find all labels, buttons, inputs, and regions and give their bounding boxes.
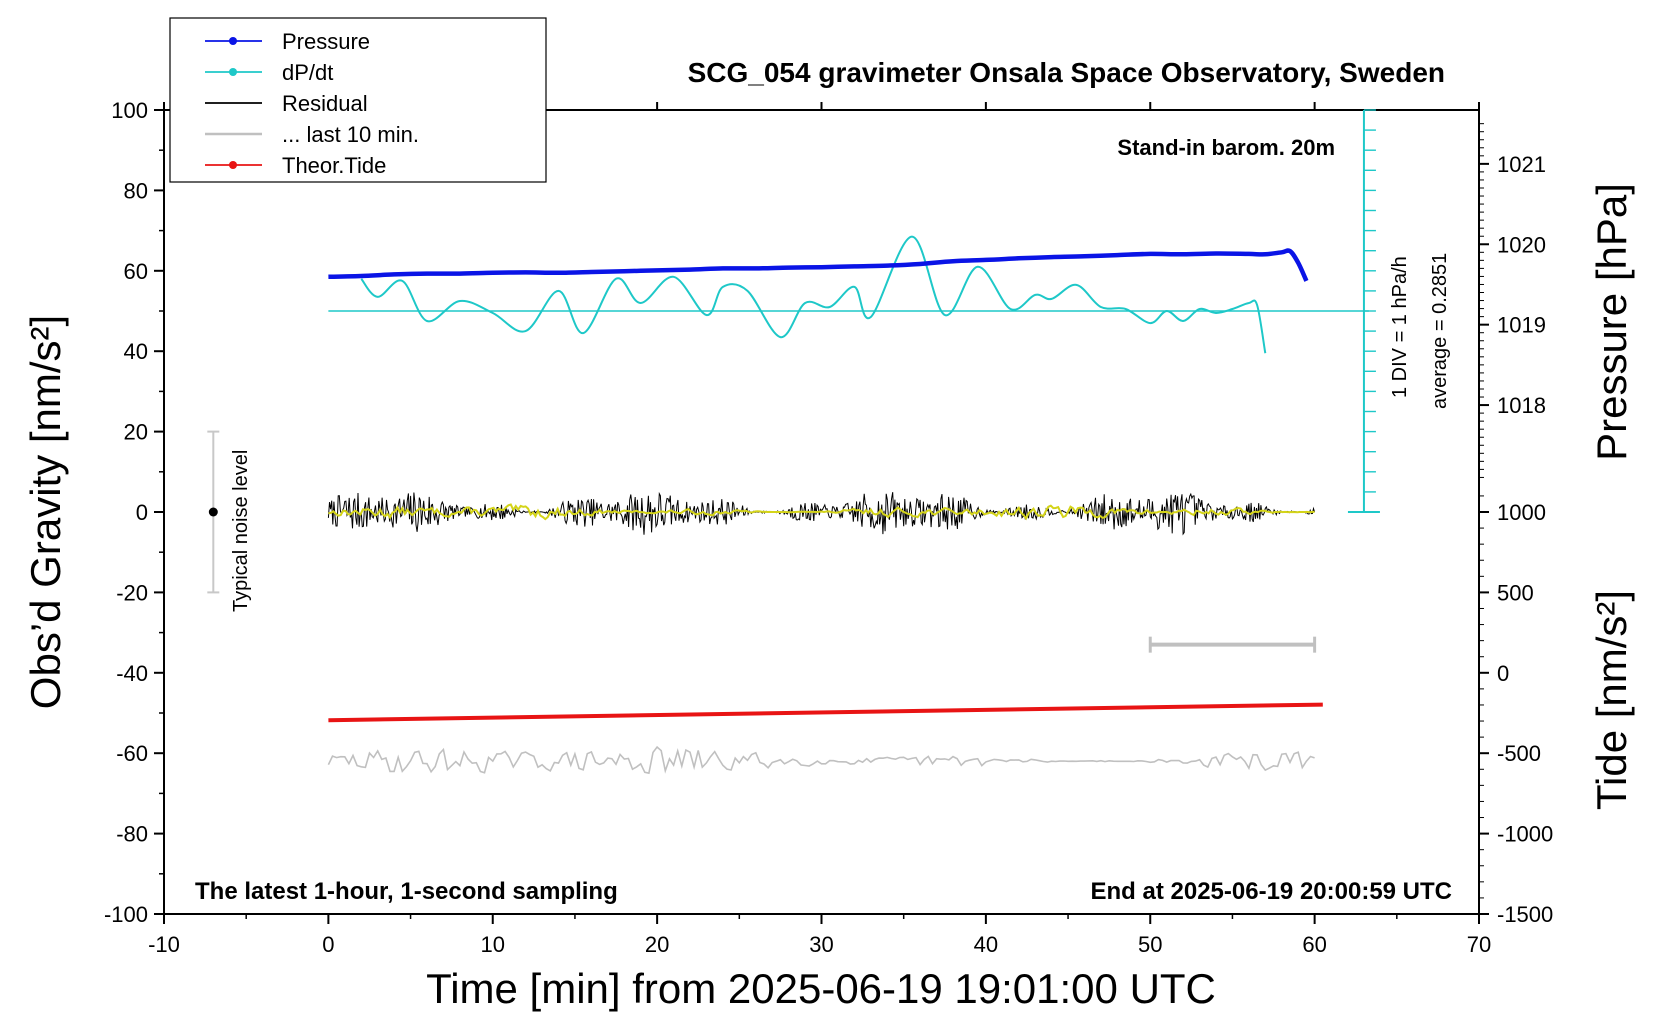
decoration-layer (207, 109, 1380, 653)
legend-swatch-marker (229, 68, 237, 76)
left-y-axis-ticks: -100 -80 -60 -40 -20 0 20 40 60 80 100 (104, 98, 164, 927)
y-tick-label: 20 (124, 420, 148, 445)
chart-title: SCG_054 gravimeter Onsala Space Observat… (688, 57, 1445, 88)
pressure-axis-title: Pressure [hPa] (1588, 183, 1635, 461)
x-tick-label: 10 (481, 932, 505, 957)
legend-swatch-marker (229, 161, 237, 169)
y-tick-label: -60 (116, 741, 148, 766)
pressure-tick-label: 1021 (1497, 152, 1546, 177)
tide-tick-label: -1000 (1497, 822, 1553, 847)
legend-label: dP/dt (282, 60, 333, 85)
x-tick-label: 20 (645, 932, 669, 957)
x-tick-label: 70 (1467, 932, 1491, 957)
legend-label: Residual (282, 91, 368, 116)
y-tick-label: 100 (111, 98, 148, 123)
y-tick-label: -20 (116, 580, 148, 605)
y-tick-label: -100 (104, 902, 148, 927)
end-at-annotation: End at 2025-06-19 20:00:59 UTC (1091, 878, 1453, 905)
y-tick-label: -80 (116, 822, 148, 847)
tide-tick-label: 500 (1497, 580, 1534, 605)
noise-level-label: Typical noise level (230, 450, 252, 612)
x-tick-label: -10 (148, 932, 180, 957)
stand-in-annotation: Stand-in barom. 20m (1117, 135, 1335, 160)
noise-bar-center-dot (208, 507, 218, 517)
x-tick-label: 0 (322, 932, 334, 957)
pressure-tick-label: 1018 (1497, 393, 1546, 418)
residual-smoothed-line (328, 503, 1315, 521)
tide-axis-title: Tide [nm/s²] (1588, 590, 1635, 810)
legend-swatch-marker (229, 37, 237, 45)
dpdt-line (360, 235, 1267, 354)
series-layer (327, 235, 1369, 775)
pressure-axis-ticks: 1018 1019 1020 1021 (1479, 123, 1546, 513)
y-tick-label: 40 (124, 339, 148, 364)
pressure-line (328, 248, 1309, 282)
tide-tick-label: -1500 (1497, 902, 1553, 927)
x-tick-label: 60 (1302, 932, 1326, 957)
pressure-tick-label: 1019 (1497, 313, 1546, 338)
residual-line (327, 491, 1316, 536)
tide-tick-label: -500 (1497, 741, 1541, 766)
legend-items: Pressure dP/dt Residual ... last 10 min. The… (205, 29, 419, 178)
div-scale-label: 1 DIV = 1 hPa/h (1389, 256, 1411, 398)
legend-label: Pressure (282, 29, 370, 54)
last-10-min-line (327, 745, 1315, 775)
tide-tick-label: 0 (1497, 661, 1509, 686)
pressure-tick-label: 1020 (1497, 232, 1546, 257)
x-tick-label: 30 (809, 932, 833, 957)
x-tick-label: 50 (1138, 932, 1162, 957)
x-axis-title: Time [min] from 2025-06-19 19:01:00 UTC (426, 965, 1216, 1012)
legend-box (169, 17, 547, 183)
y-tick-label: 0 (136, 500, 148, 525)
legend-label: ... last 10 min. (282, 122, 419, 147)
legend-label: Theor.Tide (282, 153, 386, 178)
tide-axis-ticks: -1500 -1000 -500 0 500 1000 (1479, 495, 1553, 927)
x-tick-label: 40 (974, 932, 998, 957)
legend: Pressure dP/dt Residual ... last 10 min. The… (169, 17, 547, 183)
x-axis-ticks: -10 0 10 20 30 40 50 60 70 (148, 102, 1491, 957)
y-tick-label: 80 (124, 178, 148, 203)
average-label: average = 0.2851 (1429, 253, 1451, 409)
y-tick-label: 60 (124, 259, 148, 284)
left-y-axis-title: Obs’d Gravity [nm/s²] (22, 315, 69, 709)
y-tick-label: -40 (116, 661, 148, 686)
theoretical-tide-line (328, 702, 1323, 723)
latest-sampling-annotation: The latest 1-hour, 1-second sampling (195, 878, 618, 905)
tide-tick-label: 1000 (1497, 500, 1546, 525)
